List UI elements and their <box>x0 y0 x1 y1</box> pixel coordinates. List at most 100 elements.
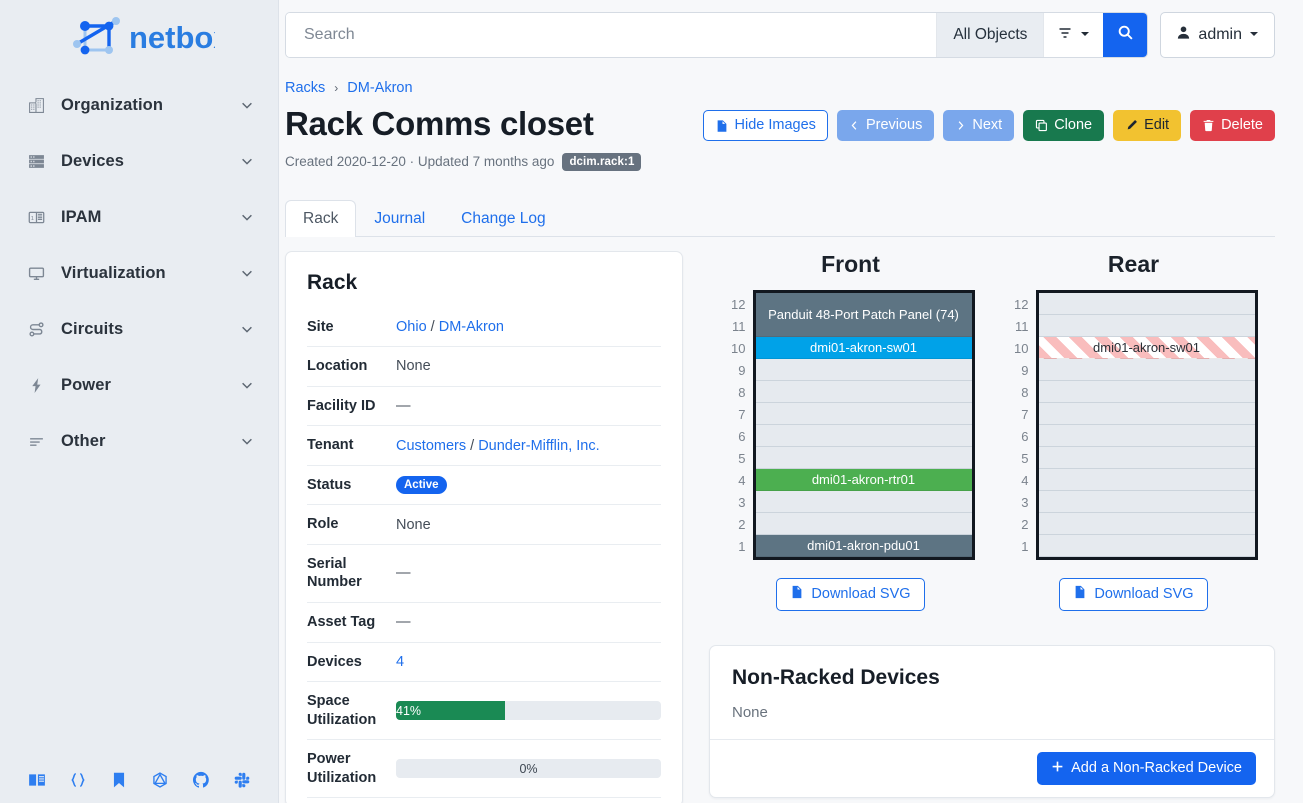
table-row: Location None <box>307 347 661 387</box>
rack-unit-slot[interactable] <box>1038 358 1255 381</box>
object-scope-selector[interactable]: All Objects <box>936 13 1044 57</box>
sidebar-item-organization[interactable]: Organization <box>0 88 278 122</box>
title-block: Rack Comms closet Created 2020-12-20 · U… <box>285 104 642 171</box>
rack-unit-number: 11 <box>1015 319 1029 335</box>
search-input[interactable] <box>286 13 937 57</box>
rack-elevations: Front 12 11 10 9 8 7 6 5 4 3 2 1 Panduit 48-Port Pa… <box>709 251 1275 611</box>
user-menu-button[interactable]: admin <box>1160 12 1275 58</box>
tab-rack[interactable]: Rack <box>285 199 357 237</box>
table-row: Facility ID — <box>307 386 661 426</box>
rack-unit-slot[interactable] <box>1038 380 1255 403</box>
sidebar-item-devices[interactable]: Devices <box>0 144 278 178</box>
tenant-group-link[interactable]: Customers <box>396 437 467 454</box>
rack-box-front[interactable]: Panduit 48-Port Patch Panel (74) dmi01-ak… <box>752 289 975 560</box>
rack-unit-slot[interactable] <box>755 424 972 447</box>
rack-unit-number: 8 <box>1021 385 1029 401</box>
row-label: Status <box>307 476 352 493</box>
rack-unit-slot[interactable] <box>755 490 972 513</box>
rack-unit-slot[interactable] <box>1038 512 1255 535</box>
slack-icon[interactable] <box>233 771 251 789</box>
non-racked-devices-section: Non-Racked Devices None Add a Non-Racked… <box>709 644 1275 798</box>
rack-unit-slot[interactable] <box>1038 468 1255 491</box>
previous-button[interactable]: Previous <box>836 110 935 141</box>
table-row: Role None <box>307 505 661 545</box>
site-group-link[interactable]: Ohio <box>396 318 427 335</box>
hide-images-button[interactable]: Hide Images <box>702 110 828 141</box>
devices-count-link[interactable]: 4 <box>396 653 405 670</box>
code-braces-icon[interactable] <box>69 771 87 789</box>
chevron-down-icon[interactable] <box>240 322 254 336</box>
download-svg-label: Download SVG <box>811 586 911 603</box>
sidebar-item-ipam[interactable]: 1 IPAM <box>0 200 278 234</box>
rack-unit-slot[interactable] <box>1038 534 1255 557</box>
non-racked-card-footer: Add a Non-Racked Device <box>710 738 1274 797</box>
rack-unit-slot[interactable] <box>1038 314 1255 337</box>
tab-change-log[interactable]: Change Log <box>443 200 563 237</box>
power-utilization-value: 0% <box>519 761 538 776</box>
tab-journal[interactable]: Journal <box>356 200 443 237</box>
chevron-down-icon[interactable] <box>240 98 254 112</box>
rack-unit-slot[interactable] <box>755 512 972 535</box>
rack-unit-slot[interactable] <box>755 358 972 381</box>
search-submit-button[interactable] <box>1103 13 1148 57</box>
row-value-space-utilization: 41% <box>396 682 661 740</box>
rack-device[interactable]: dmi01-akron-pdu01 <box>755 534 972 557</box>
rack-unit-slot[interactable] <box>1038 402 1255 425</box>
delete-button[interactable]: Delete <box>1190 110 1275 141</box>
breadcrumb: Racks › DM-Akron <box>285 80 1275 96</box>
next-button[interactable]: Next <box>943 110 1015 141</box>
site-link[interactable]: DM-Akron <box>438 318 504 335</box>
power-icon <box>28 375 50 395</box>
table-row: Space Utilization 41% <box>307 682 661 740</box>
rack-device[interactable]: dmi01-akron-rtr01 <box>755 468 972 491</box>
sidebar-item-other[interactable]: Other <box>0 424 278 458</box>
non-racked-devices-card: Non-Racked Devices None Add a Non-Racked… <box>709 644 1275 798</box>
tab-label: Rack <box>303 209 339 227</box>
sidebar-item-virtualization[interactable]: Virtualization <box>0 256 278 290</box>
github-icon[interactable] <box>192 771 210 789</box>
search-filter-button[interactable] <box>1043 13 1104 57</box>
rack-device[interactable]: dmi01-akron-sw01 <box>1038 336 1255 359</box>
rack-unit-slot[interactable] <box>755 446 972 469</box>
row-label: Devices <box>307 653 362 670</box>
download-svg-rear-button[interactable]: Download SVG <box>1059 577 1208 611</box>
sidebar-item-power[interactable]: Power <box>0 368 278 402</box>
content-columns: Rack Site Ohio / DM-Akron <box>285 250 1275 803</box>
filter-icon <box>1057 25 1073 46</box>
rack-device[interactable]: dmi01-akron-sw01 <box>755 336 972 359</box>
rack-device[interactable]: Panduit 48-Port Patch Panel (74) <box>755 292 972 337</box>
edit-button[interactable]: Edit <box>1113 110 1182 141</box>
graphql-icon[interactable] <box>151 771 169 789</box>
add-non-racked-device-button[interactable]: Add a Non-Racked Device <box>1037 751 1256 785</box>
book-icon[interactable] <box>28 771 46 789</box>
trash-icon <box>1202 119 1215 132</box>
rack-unit-slot[interactable] <box>1038 424 1255 447</box>
sidebar-item-label: Power <box>61 375 112 394</box>
breadcrumb-item-dm-akron[interactable]: DM-Akron <box>347 80 413 96</box>
bookmark-icon[interactable] <box>110 771 128 789</box>
rack-unit-slot[interactable] <box>755 380 972 403</box>
breadcrumb-item-racks[interactable]: Racks <box>285 80 326 96</box>
rack-unit-slot[interactable] <box>1038 446 1255 469</box>
rack-unit-slot[interactable] <box>1038 292 1255 315</box>
rack-unit-number: 1 <box>738 539 746 555</box>
tenant-link[interactable]: Dunder-Mifflin, Inc. <box>478 437 600 454</box>
file-download-icon <box>790 585 804 603</box>
clone-button[interactable]: Clone <box>1023 110 1105 141</box>
chevron-down-icon[interactable] <box>240 154 254 168</box>
chevron-down-icon[interactable] <box>240 266 254 280</box>
other-icon <box>28 431 50 451</box>
rack-box-rear[interactable]: dmi01-akron-sw01 <box>1035 289 1258 560</box>
chevron-down-icon[interactable] <box>240 210 254 224</box>
rack-unit-number: 5 <box>1021 451 1029 467</box>
download-svg-front-button[interactable]: Download SVG <box>776 577 925 611</box>
sidebar-item-circuits[interactable]: Circuits <box>0 312 278 346</box>
chevron-down-icon[interactable] <box>240 378 254 392</box>
rack-unit-slot[interactable] <box>755 402 972 425</box>
rack-unit-slot[interactable] <box>1038 490 1255 513</box>
brand-logo[interactable]: netbox <box>0 0 278 70</box>
chevron-down-icon[interactable] <box>240 434 254 448</box>
table-row: Site Ohio / DM-Akron <box>307 308 661 347</box>
image-icon <box>715 119 729 133</box>
